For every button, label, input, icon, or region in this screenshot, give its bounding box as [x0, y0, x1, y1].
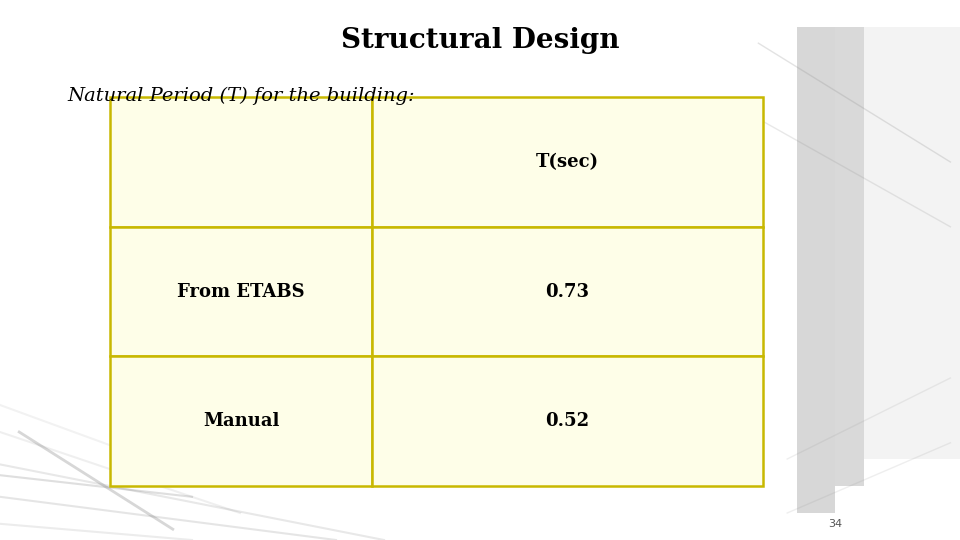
- Text: 34: 34: [828, 519, 842, 529]
- FancyBboxPatch shape: [864, 27, 960, 459]
- Text: Structural Design: Structural Design: [341, 27, 619, 54]
- Text: Manual: Manual: [203, 412, 279, 430]
- Text: T(sec): T(sec): [536, 153, 599, 171]
- Bar: [372, 227, 763, 356]
- Text: From ETABS: From ETABS: [178, 282, 304, 301]
- Bar: [372, 356, 763, 486]
- Bar: [110, 356, 372, 486]
- Text: 0.73: 0.73: [545, 282, 589, 301]
- Bar: [110, 97, 372, 227]
- FancyBboxPatch shape: [797, 27, 835, 513]
- Bar: [110, 227, 372, 356]
- Bar: [372, 97, 763, 227]
- FancyBboxPatch shape: [835, 27, 864, 486]
- Text: 0.52: 0.52: [545, 412, 589, 430]
- Text: Natural Period (T) for the building:: Natural Period (T) for the building:: [67, 86, 415, 105]
